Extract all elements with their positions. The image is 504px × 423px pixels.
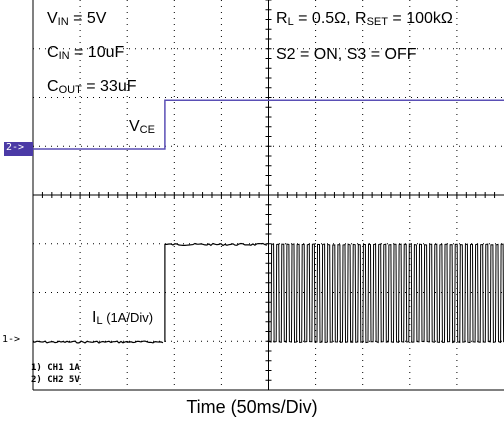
ch1-setting: 1) CH1 1A: [31, 363, 80, 373]
load-resistance-annotation: RL = 0.5Ω, RSET = 100kΩ: [276, 10, 453, 28]
vce-trace: [33, 99, 504, 150]
ch2-marker: 2->: [4, 142, 33, 156]
il-trace-segment: [32, 340, 164, 344]
il-trace-label: IL (1A/Div): [92, 309, 154, 327]
vin-annotation: VIN = 5V: [47, 10, 107, 28]
vce-trace-label: VCE: [129, 118, 155, 136]
ch2-setting: 2) CH2 5V: [31, 375, 80, 385]
ch1-marker: 1->: [2, 334, 21, 345]
il-trace-segment: [164, 242, 268, 342]
x-axis-label: Time (50ms/Div): [186, 397, 318, 417]
switches-annotation: S2 = ON, S3 = OFF: [276, 46, 417, 63]
cout-annotation: COUT = 33uF: [47, 78, 137, 96]
il-trace-pulsed: [268, 243, 504, 344]
cin-annotation: CIN = 10uF: [47, 44, 125, 62]
